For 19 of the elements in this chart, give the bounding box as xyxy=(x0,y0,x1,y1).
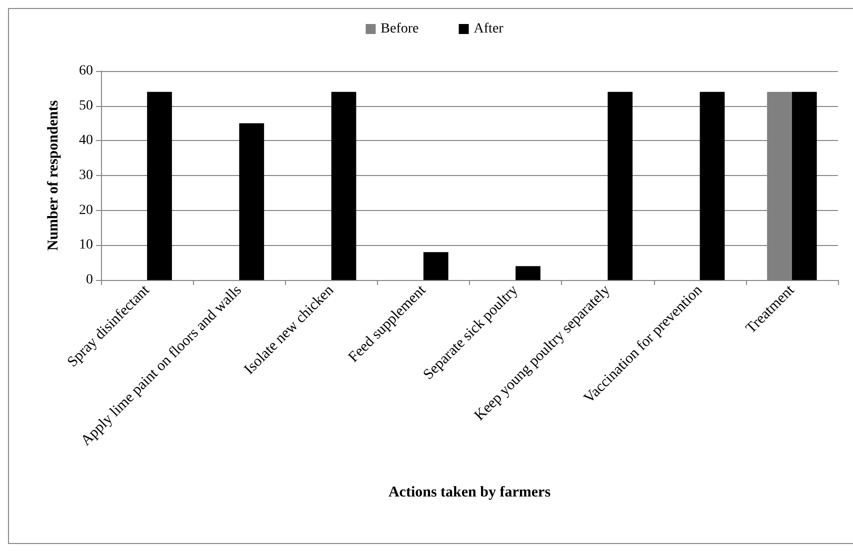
y-tick-label: 60 xyxy=(79,64,93,78)
bar xyxy=(239,123,264,280)
bar xyxy=(700,92,725,280)
y-tick-label: 20 xyxy=(79,202,93,218)
legend-label: After xyxy=(474,22,504,36)
y-tick-label: 50 xyxy=(79,98,93,114)
y-tick-label: 10 xyxy=(79,238,93,253)
bar xyxy=(331,92,356,280)
bar xyxy=(147,92,172,280)
bar xyxy=(608,92,633,280)
legend-label: Before xyxy=(380,22,419,36)
y-tick-label: 40 xyxy=(79,133,93,148)
x-axis-title: Actions taken by farmers xyxy=(388,484,551,500)
bar xyxy=(792,92,817,280)
y-tick-label: 30 xyxy=(79,168,93,183)
bar xyxy=(516,266,540,280)
y-axis-title: Number of respondents xyxy=(46,100,62,251)
y-tick-label: 0 xyxy=(86,272,93,288)
bar xyxy=(423,252,448,280)
